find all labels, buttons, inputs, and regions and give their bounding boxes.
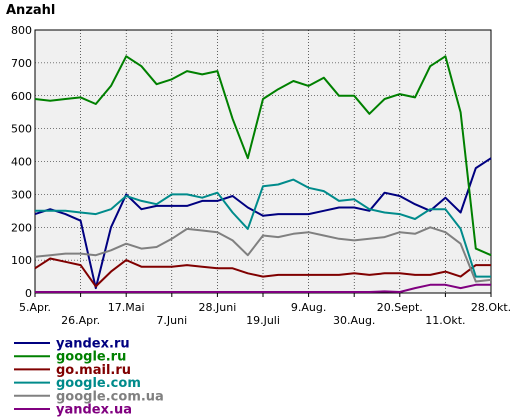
series-line-google-ru bbox=[34, 55, 492, 257]
x-tick-label: 28.Juni bbox=[199, 301, 237, 314]
series-line-yandex-ua bbox=[35, 283, 491, 293]
x-tick-label: 9.Aug. bbox=[291, 301, 326, 314]
legend-label: google.com bbox=[56, 376, 141, 391]
y-tick-label: 600 bbox=[11, 90, 32, 103]
series-line-google-com-ua bbox=[34, 226, 492, 283]
series-lines bbox=[34, 55, 492, 293]
x-tick-label: 11.Okt. bbox=[425, 314, 465, 327]
y-tick-label: 0 bbox=[25, 287, 32, 300]
x-tick-label: 19.Juli bbox=[246, 314, 280, 327]
x-tick-label: 5.Apr. bbox=[19, 301, 51, 314]
x-tick-label: 26.Apr. bbox=[61, 314, 100, 327]
y-tick-label: 800 bbox=[11, 24, 32, 37]
y-tick-label: 500 bbox=[11, 123, 32, 136]
y-tick-label: 300 bbox=[11, 188, 32, 201]
x-axis-ticks: 5.Apr. 26.Apr. 17.Mai 7.Juni 28.Juni 19.Juli 9… bbox=[19, 293, 511, 327]
legend-label: yandex.ru bbox=[56, 337, 130, 352]
legend-label: google.com.ua bbox=[56, 389, 164, 404]
legend-label: go.mail.ru bbox=[56, 363, 131, 378]
y-tick-label: 400 bbox=[11, 156, 32, 169]
y-tick-label: 700 bbox=[11, 57, 32, 70]
series-line-google-com bbox=[35, 178, 491, 278]
x-tick-label: 7.Juni bbox=[156, 314, 187, 327]
legend-label: google.ru bbox=[56, 350, 126, 365]
series-line-yandex-ru bbox=[34, 157, 492, 290]
legend: yandex.rugoogle.rugo.mail.rugoogle.comgo… bbox=[14, 337, 164, 418]
y-axis-title: Anzahl bbox=[6, 3, 55, 18]
y-axis-ticks: 0 100 200 300 400 500 600 700 800 bbox=[11, 24, 32, 300]
y-tick-label: 200 bbox=[11, 221, 32, 234]
y-tick-label: 100 bbox=[11, 254, 32, 267]
x-tick-label: 20.Sept. bbox=[377, 301, 423, 314]
x-tick-label: 30.Aug. bbox=[333, 314, 375, 327]
series-line-go-mail-ru bbox=[34, 257, 491, 288]
legend-label: yandex.ua bbox=[56, 403, 132, 418]
x-tick-label: 28.Okt. bbox=[471, 301, 511, 314]
x-tick-label: 17.Mai bbox=[108, 301, 145, 314]
